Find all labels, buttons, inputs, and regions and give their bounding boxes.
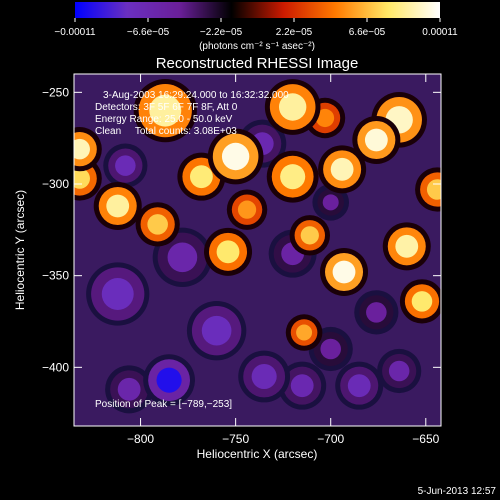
x-tick-label: −700 <box>317 432 344 446</box>
blob-core <box>290 374 314 398</box>
colorbar-tick-label: 2.2e−05 <box>276 27 313 38</box>
footer-date: 5-Jun-2013 12:57 <box>418 486 497 497</box>
blob-core <box>216 240 240 264</box>
info-line-detectors: Detectors: 3F 5F 6F 7F 8F, Att 0 <box>95 102 238 113</box>
blob-core <box>117 377 141 401</box>
blob-core <box>101 278 134 310</box>
y-tick-label: −400 <box>42 360 69 374</box>
peak-position-label: Position of Peak = [−789,−253] <box>95 399 232 410</box>
chart-title: Reconstructed RHESSI Image <box>156 55 359 72</box>
colorbar-tick-label: −0.00011 <box>54 27 96 38</box>
blob-core <box>395 234 419 258</box>
x-tick-label: −750 <box>222 432 249 446</box>
colorbar-tick-label: 0.00011 <box>422 27 458 38</box>
image-area: −800 −750 −700 −650 −250 −300 −350 −400 <box>42 73 442 446</box>
blob-core <box>426 179 441 200</box>
blob-core <box>330 157 354 181</box>
blob-core <box>147 214 168 235</box>
blob-core <box>167 242 198 273</box>
colorbar-tick-label: 6.6e−05 <box>349 27 386 38</box>
blob-core <box>364 128 388 152</box>
info-line-energy: Energy Range: 25.0 - 50.0 keV <box>95 114 233 125</box>
blob-core <box>115 155 136 176</box>
y-axis-label: Heliocentric Y (arcsec) <box>13 190 27 310</box>
blob-core <box>332 260 356 284</box>
colorbar-unit-label: (photons cm⁻² s⁻¹ asec⁻²) <box>199 41 315 52</box>
blob-core <box>74 138 90 160</box>
blob-core <box>411 291 433 312</box>
blob-core <box>251 363 277 390</box>
colorbar-ticks: −0.00011 −6.6e−05 −2.2e−05 2.2e−05 6.6e−05 0.… <box>54 18 458 38</box>
observation-info: 3-Aug-2003 16:29:24.000 to 16:32:32.000 … <box>95 90 289 137</box>
x-axis-label: Heliocentric X (arcsec) <box>197 447 318 461</box>
info-line-time: 3-Aug-2003 16:29:24.000 to 16:32:32.000 <box>103 90 289 101</box>
x-tick-label: −800 <box>127 432 154 446</box>
blob-core <box>315 108 335 128</box>
blob-core <box>156 367 182 393</box>
blob-core <box>300 226 319 245</box>
blob-core <box>296 324 313 341</box>
blob-core <box>106 194 130 218</box>
y-axis-ticks: −250 −300 −350 −400 <box>42 85 441 374</box>
blob-core <box>149 94 182 127</box>
info-line-clean: Clean Total counts: 3.08E+03 <box>95 126 237 137</box>
blob-core <box>201 315 232 346</box>
blob-core <box>388 360 410 382</box>
x-tick-label: −650 <box>412 432 439 446</box>
colorbar-strip <box>75 2 440 18</box>
colorbar: −0.00011 −6.6e−05 −2.2e−05 2.2e−05 6.6e−05 0.… <box>54 2 458 52</box>
blob-core <box>237 200 257 219</box>
x-axis-ticks: −800 −750 −700 −650 <box>127 74 440 446</box>
blob-core <box>221 142 250 171</box>
plot-frame <box>73 73 442 427</box>
colorbar-tick-label: −2.2e−05 <box>200 27 243 38</box>
blob-core <box>280 164 306 190</box>
blob-core <box>347 374 371 398</box>
blob-core <box>322 194 339 211</box>
y-tick-label: −250 <box>42 85 69 99</box>
y-tick-label: −350 <box>42 269 69 283</box>
y-tick-label: −300 <box>42 177 69 191</box>
blob-core <box>278 93 307 121</box>
intensity-blobs <box>74 79 441 414</box>
blob-core <box>74 168 90 189</box>
blob-core <box>189 165 213 189</box>
blob-core <box>320 338 341 360</box>
colorbar-tick-label: −6.6e−05 <box>127 27 170 38</box>
blob-core <box>366 302 387 323</box>
